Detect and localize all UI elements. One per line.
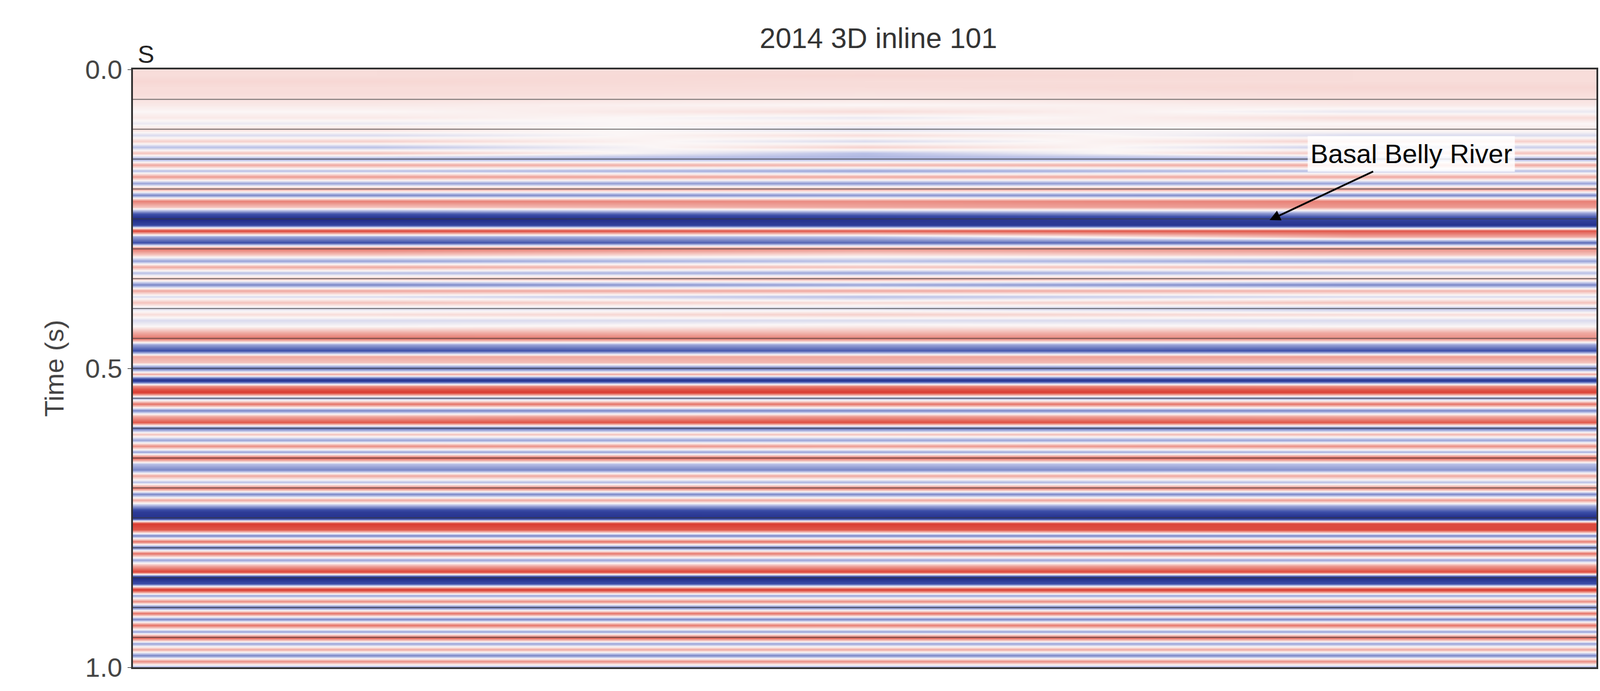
svg-text:S: S (137, 40, 155, 69)
svg-text:1.0: 1.0 (84, 652, 123, 684)
svg-text:Basal Belly River: Basal Belly River (1310, 138, 1513, 170)
svg-text:2014 3D inline 101: 2014 3D inline 101 (759, 22, 998, 55)
svg-text:0.5: 0.5 (84, 353, 123, 384)
svg-text:Time (s): Time (s) (39, 319, 70, 417)
svg-text:0.0: 0.0 (84, 54, 123, 85)
